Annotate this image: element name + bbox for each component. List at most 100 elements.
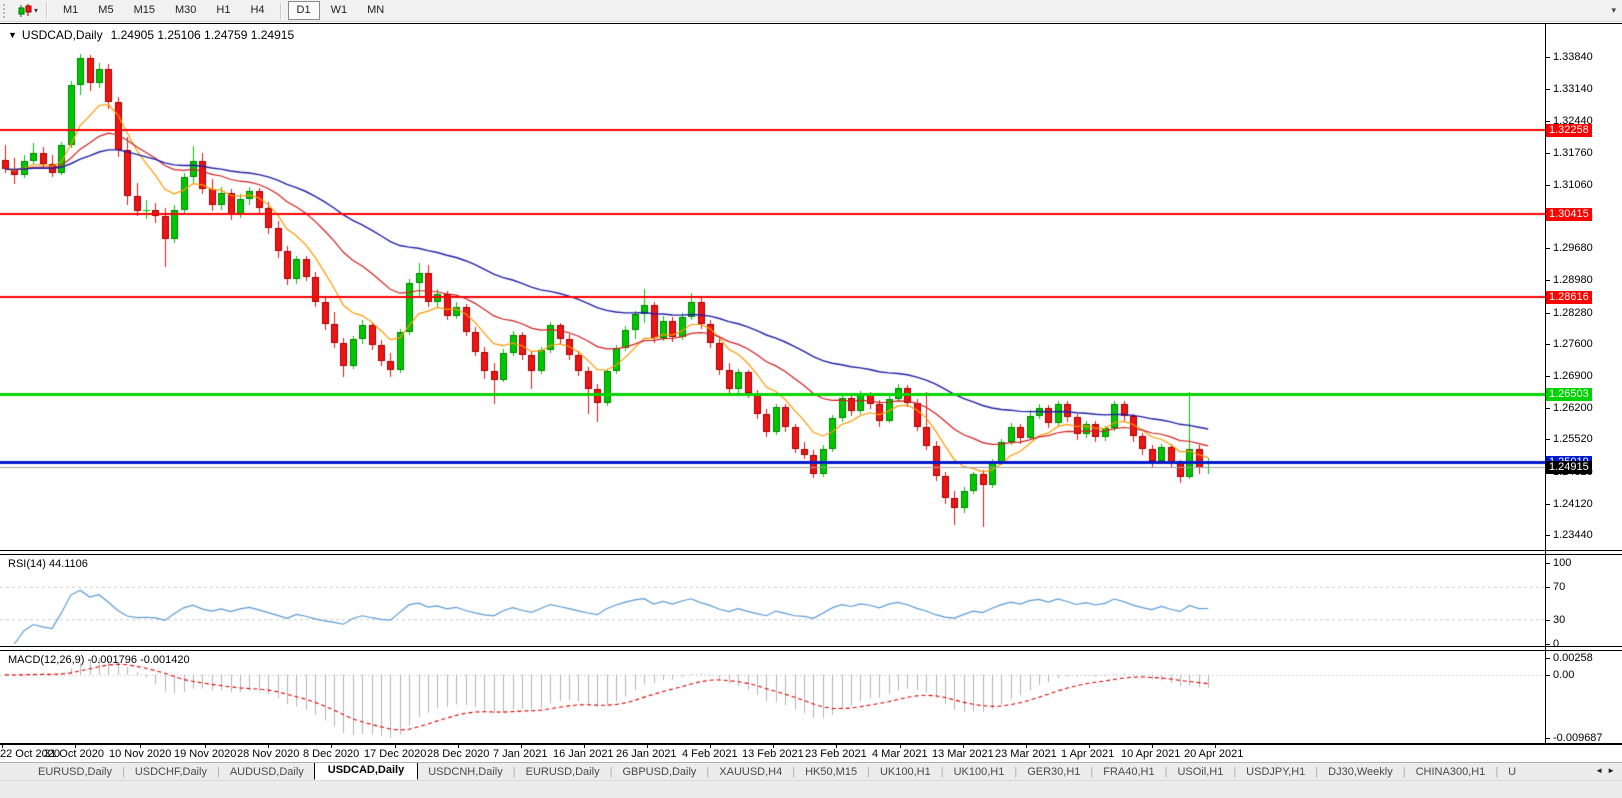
tab-usdcnh-daily[interactable]: USDCNH,Daily	[428, 765, 503, 778]
tab-divider: |	[940, 765, 944, 778]
date-tick-mark	[584, 745, 585, 748]
date-axis-label: 31 Oct 2020	[44, 748, 104, 760]
tab-uk100-h1[interactable]: UK100,H1	[953, 765, 1005, 778]
tab-divider: |	[1164, 765, 1168, 778]
tab-divider: |	[1090, 765, 1094, 778]
price-axis-line	[1545, 24, 1546, 743]
date-axis-label: 16 Jan 2021	[553, 748, 614, 760]
axis-tick-mark	[1546, 408, 1550, 409]
current-price-tag: 1.24915	[1546, 461, 1592, 474]
candlestick-icon	[18, 3, 32, 17]
tab-gbpusd-daily[interactable]: GBPUSD,Daily	[622, 765, 697, 778]
price-axis-tick: 1.25520	[1553, 433, 1593, 445]
timeframe-button-h1[interactable]: H1	[216, 4, 231, 16]
date-axis-label: 13 Mar 2021	[932, 748, 994, 760]
date-axis-label: 10 Nov 2020	[109, 748, 172, 760]
price-axis-tick: 1.31760	[1553, 147, 1593, 159]
date-tick-mark	[458, 745, 459, 748]
tab-scroll-right-icon[interactable]: ►	[1607, 766, 1619, 775]
chart-type-button[interactable]: ▾	[14, 3, 41, 19]
rsi-label: RSI(14) 44.1106	[8, 558, 88, 570]
macd-axis-tick: 0.00258	[1553, 652, 1593, 664]
tab-fra40-h1[interactable]: FRA40,H1	[1103, 765, 1155, 778]
date-tick-mark	[395, 745, 396, 748]
axis-tick-mark	[1546, 620, 1550, 621]
axis-tick-mark	[1546, 675, 1550, 676]
date-tick-mark	[205, 745, 206, 748]
tab-dj30-weekly[interactable]: DJ30,Weekly	[1328, 765, 1393, 778]
price-chart-canvas[interactable]	[0, 24, 1545, 550]
chart-menu-icon[interactable]: ▼	[8, 30, 17, 40]
toolbar-overflow-icon[interactable]: ▾	[1611, 5, 1616, 15]
axis-tick-mark	[1546, 185, 1550, 186]
timeframe-button-m30[interactable]: M30	[174, 4, 197, 16]
chart-title: ▼ USDCAD,Daily 1.24905 1.25106 1.24759 1…	[8, 28, 294, 42]
macd-axis-tick: -0.009687	[1553, 732, 1603, 744]
price-axis-tick: 1.26900	[1553, 370, 1593, 382]
tab-eurusd-daily[interactable]: EURUSD,Daily	[525, 765, 600, 778]
axis-tick-mark	[1546, 658, 1550, 659]
timeframe-button-mn[interactable]: MN	[367, 4, 385, 16]
rsi-axis-tick: 70	[1553, 581, 1566, 593]
tab-u[interactable]: U	[1508, 765, 1517, 778]
date-tick-mark	[900, 745, 901, 748]
timeframe-button-m1[interactable]: M1	[63, 4, 79, 16]
tab-usoil-h1[interactable]: USOil,H1	[1177, 765, 1224, 778]
date-axis-label: 10 Apr 2021	[1121, 748, 1181, 760]
axis-tick-mark	[1546, 313, 1550, 314]
tab-divider: |	[792, 765, 796, 778]
timeframe-button-d1[interactable]: D1	[287, 1, 320, 20]
tab-usdjpy-h1[interactable]: USDJPY,H1	[1246, 765, 1306, 778]
tab-divider: |	[512, 765, 516, 778]
macd-chart-canvas[interactable]	[0, 651, 1545, 743]
price-axis-tick: 1.26200	[1553, 402, 1593, 414]
axis-tick-mark	[1546, 738, 1550, 739]
pane-splitter-2a[interactable]	[0, 646, 1622, 647]
tab-divider: |	[121, 765, 125, 778]
macd-axis-tick: 0.00	[1553, 669, 1575, 681]
tab-xauusd-h4[interactable]: XAUUSD,H4	[719, 765, 783, 778]
date-axis-label: 23 Feb 2021	[805, 748, 867, 760]
timeframe-button-m5[interactable]: M5	[98, 4, 114, 16]
tab-china300-h1[interactable]: CHINA300,H1	[1415, 765, 1486, 778]
date-axis-label: 13 Feb 2021	[742, 748, 804, 760]
rsi-axis-tick: 0	[1553, 638, 1560, 650]
tab-uk100-h1[interactable]: UK100,H1	[879, 765, 931, 778]
axis-tick-mark	[1546, 563, 1550, 564]
tab-hk50-m15[interactable]: HK50,M15	[805, 765, 858, 778]
price-line-tag: 1.32258	[1546, 124, 1592, 137]
date-tick-mark	[521, 745, 522, 748]
tab-divider: |	[1495, 765, 1499, 778]
timeframe-button-w1[interactable]: W1	[330, 4, 348, 16]
toolbar-grip[interactable]	[3, 3, 10, 18]
rsi-chart-canvas[interactable]	[0, 555, 1545, 646]
pane-splitter-1b[interactable]	[0, 554, 1622, 555]
tab-eurusd-daily[interactable]: EURUSD,Daily	[38, 765, 112, 778]
pane-splitter-2b[interactable]	[0, 650, 1622, 651]
axis-tick-mark	[1546, 89, 1550, 90]
axis-tick-mark	[1546, 344, 1550, 345]
toolbar: ▾ M1 M5 M15 M30 H1 H4 D1 W1 MN ▾	[0, 0, 1622, 22]
symbol-tabbar: EURUSD,Daily | USDCHF,Daily | AUDUSD,Daily US…	[0, 762, 1622, 780]
price-axis-tick: 1.33140	[1553, 83, 1593, 95]
date-axis-label: 28 Nov 2020	[237, 748, 300, 760]
timeframe-button-m15[interactable]: M15	[133, 4, 155, 16]
chart-window: ▼ USDCAD,Daily 1.24905 1.25106 1.24759 1…	[0, 23, 1622, 762]
date-axis-label: 7 Jan 2021	[493, 748, 548, 760]
chevron-down-icon: ▾	[34, 6, 39, 15]
tab-divider: |	[1233, 765, 1237, 778]
date-axis-label: 23 Mar 2021	[995, 748, 1057, 760]
date-axis-label: 4 Mar 2021	[872, 748, 928, 760]
tab-ger30-h1[interactable]: GER30,H1	[1027, 765, 1081, 778]
timeframe-button-h4[interactable]: H4	[250, 4, 265, 16]
pane-splitter-1a[interactable]	[0, 550, 1622, 551]
tab-usdchf-daily[interactable]: USDCHF,Daily	[134, 765, 207, 778]
axis-tick-mark	[1546, 439, 1550, 440]
tab-scroll-arrows: ◄►	[1595, 766, 1619, 775]
tab-divider: |	[1402, 765, 1406, 778]
tab-scroll-left-icon[interactable]: ◄	[1595, 766, 1608, 775]
tab-audusd-daily[interactable]: AUDUSD,Daily	[229, 765, 304, 778]
axis-tick-mark	[1546, 248, 1550, 249]
tab-usdcad-daily[interactable]: USDCAD,Daily	[313, 763, 419, 780]
date-tick-mark	[268, 745, 269, 748]
